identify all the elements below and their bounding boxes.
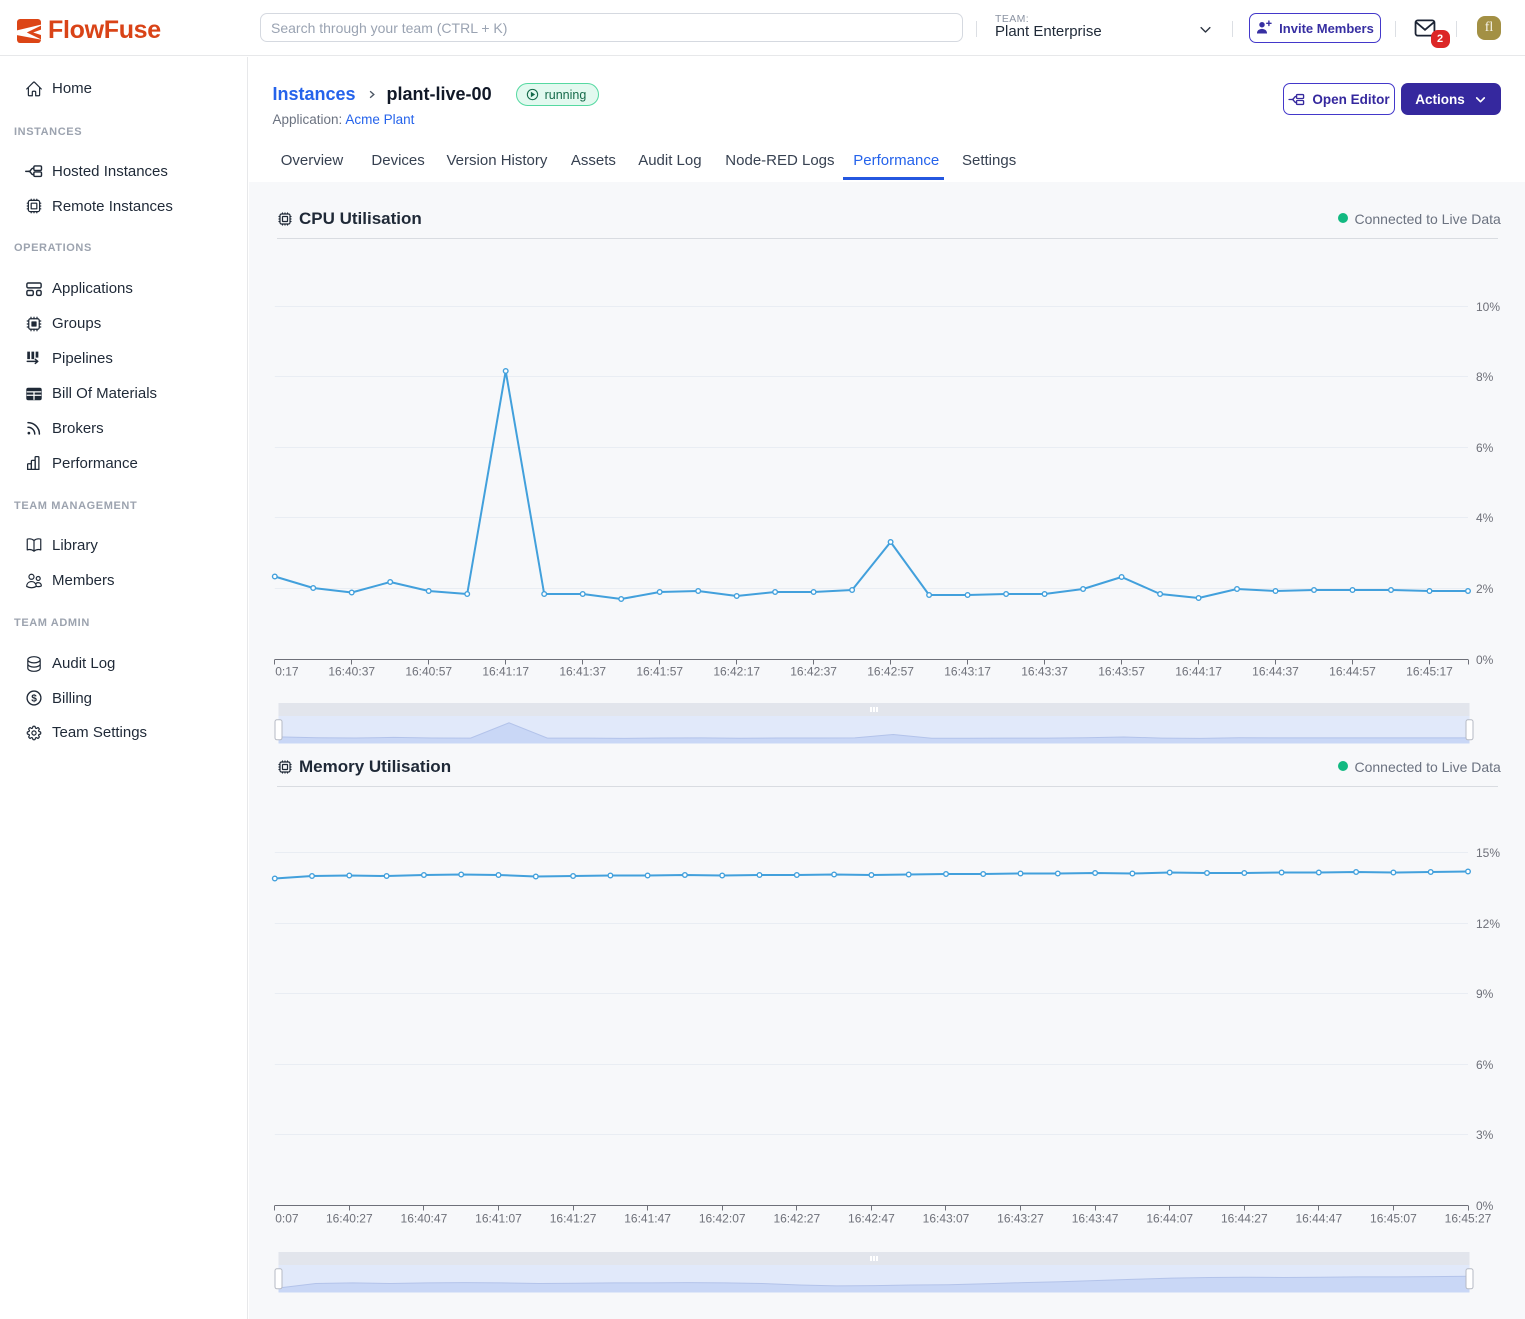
svg-text:16:43:37: 16:43:37 bbox=[1021, 665, 1068, 679]
svg-text:16:43:47: 16:43:47 bbox=[1072, 1212, 1119, 1226]
svg-text:16:40:37: 16:40:37 bbox=[328, 665, 375, 679]
svg-text:16:44:57: 16:44:57 bbox=[1329, 665, 1376, 679]
svg-text:12%: 12% bbox=[1476, 917, 1500, 931]
svg-text:0%: 0% bbox=[1476, 1199, 1494, 1213]
svg-text:4%: 4% bbox=[1476, 511, 1494, 525]
svg-text:16:45:07: 16:45:07 bbox=[1370, 1212, 1417, 1226]
svg-text:16:45:17: 16:45:17 bbox=[1406, 665, 1453, 679]
svg-text:15%: 15% bbox=[1476, 846, 1500, 860]
svg-text:16:40:27: 16:40:27 bbox=[326, 1212, 373, 1226]
svg-text:16:43:17: 16:43:17 bbox=[944, 665, 991, 679]
svg-text:0:17: 0:17 bbox=[275, 665, 299, 679]
svg-text:16:41:17: 16:41:17 bbox=[482, 665, 529, 679]
svg-text:10%: 10% bbox=[1476, 300, 1500, 314]
svg-text:16:41:27: 16:41:27 bbox=[550, 1212, 597, 1226]
svg-text:16:43:07: 16:43:07 bbox=[923, 1212, 970, 1226]
svg-text:16:42:57: 16:42:57 bbox=[867, 665, 914, 679]
svg-text:8%: 8% bbox=[1476, 370, 1494, 384]
svg-text:16:42:37: 16:42:37 bbox=[790, 665, 837, 679]
svg-text:16:42:27: 16:42:27 bbox=[773, 1212, 820, 1226]
svg-text:0:07: 0:07 bbox=[275, 1212, 299, 1226]
svg-text:6%: 6% bbox=[1476, 1058, 1494, 1072]
svg-text:16:44:07: 16:44:07 bbox=[1146, 1212, 1193, 1226]
svg-text:16:40:47: 16:40:47 bbox=[401, 1212, 448, 1226]
svg-text:16:44:37: 16:44:37 bbox=[1252, 665, 1299, 679]
svg-text:16:42:17: 16:42:17 bbox=[713, 665, 760, 679]
svg-text:16:43:57: 16:43:57 bbox=[1098, 665, 1145, 679]
svg-text:16:43:27: 16:43:27 bbox=[997, 1212, 1044, 1226]
svg-text:16:41:47: 16:41:47 bbox=[624, 1212, 671, 1226]
svg-text:16:41:37: 16:41:37 bbox=[559, 665, 606, 679]
svg-text:3%: 3% bbox=[1476, 1128, 1494, 1142]
svg-text:0%: 0% bbox=[1476, 653, 1494, 667]
svg-text:$: $ bbox=[31, 694, 37, 705]
svg-text:16:42:47: 16:42:47 bbox=[848, 1212, 895, 1226]
svg-text:9%: 9% bbox=[1476, 987, 1494, 1001]
svg-text:16:42:07: 16:42:07 bbox=[699, 1212, 746, 1226]
svg-text:2%: 2% bbox=[1476, 582, 1494, 596]
svg-text:16:45:27: 16:45:27 bbox=[1445, 1212, 1492, 1226]
svg-text:16:44:47: 16:44:47 bbox=[1295, 1212, 1342, 1226]
svg-text:16:44:27: 16:44:27 bbox=[1221, 1212, 1268, 1226]
svg-text:16:44:17: 16:44:17 bbox=[1175, 665, 1222, 679]
svg-text:16:40:57: 16:40:57 bbox=[405, 665, 452, 679]
svg-text:6%: 6% bbox=[1476, 441, 1494, 455]
svg-text:16:41:07: 16:41:07 bbox=[475, 1212, 522, 1226]
svg-text:16:41:57: 16:41:57 bbox=[636, 665, 683, 679]
